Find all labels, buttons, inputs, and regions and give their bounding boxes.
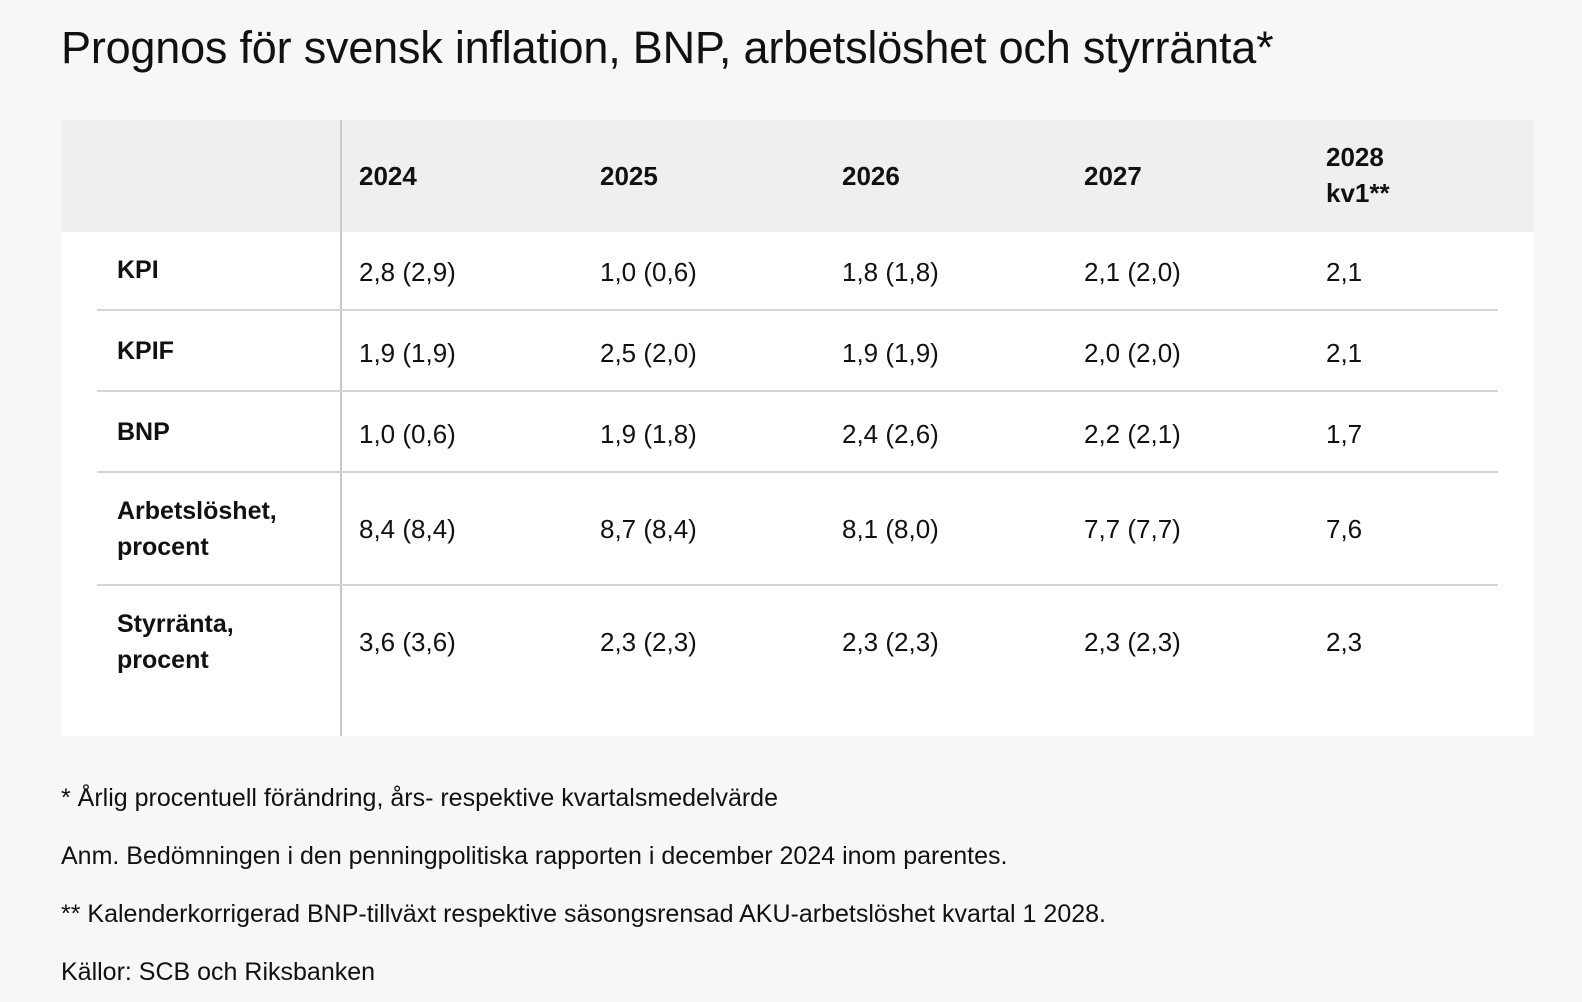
cell-arbetsloshet-2025: 8,7 (8,4) xyxy=(600,514,697,544)
cell-kpi-2028: 2,1 xyxy=(1326,257,1363,287)
cell-styrranta-2027: 2,3 (2,3) xyxy=(1084,627,1181,657)
header-2028-line2: kv1** xyxy=(1326,178,1390,208)
table-row-styrranta: Styrränta, procent 3,6 (3,6) 2,3 (2,3) 2… xyxy=(61,586,1534,736)
footnote-sources: Källor: SCB och Riksbanken xyxy=(61,958,376,986)
header-2028-line1: 2028 xyxy=(1326,142,1384,172)
cell-styrranta-2028: 2,3 xyxy=(1326,627,1363,657)
cell-styrranta-2026: 2,3 (2,3) xyxy=(842,627,939,657)
cell-arbetsloshet-2027: 7,7 (7,7) xyxy=(1084,514,1181,544)
table-row-kpi: KPI 2,8 (2,9) 1,0 (0,6) 1,8 (1,8) 2,1 (2… xyxy=(61,232,1534,310)
row-divider xyxy=(97,584,1498,586)
row-label-kpif: KPIF xyxy=(117,337,174,365)
cell-kpif-2027: 2,0 (2,0) xyxy=(1084,338,1181,368)
cell-kpif-2025: 2,5 (2,0) xyxy=(600,338,697,368)
row-divider xyxy=(97,390,1498,392)
label-column-divider xyxy=(340,120,342,736)
cell-bnp-2027: 2,2 (2,1) xyxy=(1084,419,1181,449)
table-row-bnp: BNP 1,0 (0,6) 1,9 (1,8) 2,4 (2,6) 2,2 (2… xyxy=(61,392,1534,472)
cell-kpif-2026: 1,9 (1,9) xyxy=(842,338,939,368)
row-divider xyxy=(97,471,1498,473)
row-label-arbetsloshet-line2: procent xyxy=(117,533,209,561)
cell-bnp-2026: 2,4 (2,6) xyxy=(842,419,939,449)
header-2027: 2027 xyxy=(1084,161,1142,191)
row-divider xyxy=(97,309,1498,311)
table-row-kpif: KPIF 1,9 (1,9) 2,5 (2,0) 1,9 (1,9) 2,0 (… xyxy=(61,311,1534,391)
table-row-arbetsloshet: Arbetslöshet, procent 8,4 (8,4) 8,7 (8,4… xyxy=(61,473,1534,585)
header-2024: 2024 xyxy=(359,161,417,191)
header-2026: 2026 xyxy=(842,161,900,191)
forecast-table: 2024 2025 2026 2027 2028 kv1** KPI 2,8 (… xyxy=(61,120,1534,736)
cell-arbetsloshet-2024: 8,4 (8,4) xyxy=(359,514,456,544)
cell-arbetsloshet-2026: 8,1 (8,0) xyxy=(842,514,939,544)
table-header-row: 2024 2025 2026 2027 2028 kv1** xyxy=(61,120,1534,232)
cell-kpif-2024: 1,9 (1,9) xyxy=(359,338,456,368)
cell-bnp-2024: 1,0 (0,6) xyxy=(359,419,456,449)
cell-bnp-2025: 1,9 (1,8) xyxy=(600,419,697,449)
cell-styrranta-2024: 3,6 (3,6) xyxy=(359,627,456,657)
row-label-styrranta-line2: procent xyxy=(117,646,209,674)
cell-kpif-2028: 2,1 xyxy=(1326,338,1363,368)
page-title: Prognos för svensk inflation, BNP, arbet… xyxy=(61,22,1274,73)
cell-bnp-2028: 1,7 xyxy=(1326,419,1363,449)
row-label-styrranta-line1: Styrränta, xyxy=(117,610,234,638)
footnote-annual-change: * Årlig procentuell förändring, års- res… xyxy=(61,784,778,812)
cell-kpi-2024: 2,8 (2,9) xyxy=(359,257,456,287)
row-label-bnp: BNP xyxy=(117,418,170,446)
cell-arbetsloshet-2028: 7,6 xyxy=(1326,514,1363,544)
row-label-kpi: KPI xyxy=(117,256,159,284)
cell-kpi-2027: 2,1 (2,0) xyxy=(1084,257,1181,287)
row-label-arbetsloshet-line1: Arbetslöshet, xyxy=(117,497,277,525)
row-label-styrranta: Styrränta, procent xyxy=(117,606,234,678)
header-2025: 2025 xyxy=(600,161,658,191)
cell-styrranta-2025: 2,3 (2,3) xyxy=(600,627,697,657)
row-label-arbetsloshet: Arbetslöshet, procent xyxy=(117,493,277,565)
header-2028-kv1: 2028 kv1** xyxy=(1326,139,1390,211)
footnote-previous-assessment: Anm. Bedömningen i den penningpolitiska … xyxy=(61,842,1008,870)
footnote-calendar-adjusted: ** Kalenderkorrigerad BNP-tillväxt respe… xyxy=(61,900,1106,928)
cell-kpi-2025: 1,0 (0,6) xyxy=(600,257,697,287)
cell-kpi-2026: 1,8 (1,8) xyxy=(842,257,939,287)
